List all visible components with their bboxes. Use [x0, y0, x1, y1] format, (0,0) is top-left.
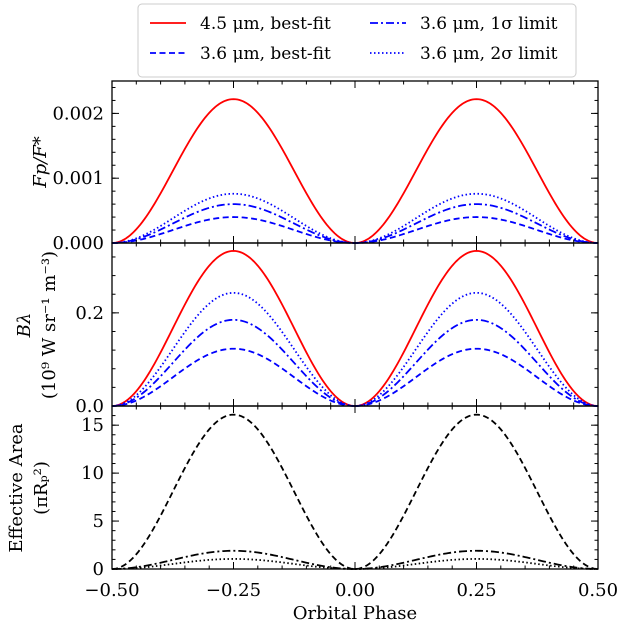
panel-1-series-0 [111, 250, 599, 407]
y-axis-label-brightness: Bλ [14, 313, 35, 339]
panels: 0.000 0.001 0.002 0.0 0.2 0 5 10 15 [52, 80, 599, 580]
panel-2-frame [111, 405, 599, 570]
panel-1-series-3 [111, 291, 599, 407]
panel-1-y-tick-label-0: 0.0 [75, 396, 104, 417]
legend-frame [137, 3, 577, 78]
panel-0-y-tick-label-2: 0.002 [52, 103, 104, 124]
x-tick-label-3: 0.25 [456, 580, 496, 601]
legend: 4.5 μm, best-fit 3.6 μm, best-fit 3.6 μm… [137, 3, 577, 78]
panel-0-series-0 [111, 98, 599, 244]
legend-label-3: 3.6 μm, 2σ limit [420, 44, 558, 64]
legend-label-2: 3.6 μm, 1σ limit [420, 14, 558, 34]
panel-1-frame [111, 242, 599, 407]
legend-label-1: 3.6 μm, best-fit [200, 44, 331, 64]
y-axis-label-flux-ratio: Fp/F* [30, 136, 51, 189]
legend-label-0: 4.5 μm, best-fit [200, 14, 331, 34]
y-axis-label-effective-area: Effective Area [6, 423, 27, 552]
x-axis-label: Orbital Phase [293, 603, 417, 624]
panel-2-series-0 [111, 413, 599, 570]
x-tick-label-4: 0.50 [578, 580, 618, 601]
y-axis-label-brightness-units: (10⁹ W sr⁻¹ m⁻³) [39, 251, 60, 399]
panel-2-y-tick-label-1: 5 [93, 511, 104, 532]
panel-2-y-tick-label-2: 10 [81, 463, 104, 484]
panel-0-frame [111, 80, 599, 244]
panel-0-y-tick-label-0: 0.000 [52, 233, 104, 254]
panel-2-y-tick-label-0: 0 [93, 559, 104, 580]
panel-0-y-tick-label-1: 0.001 [52, 168, 104, 189]
x-tick-label-0: −0.50 [84, 580, 139, 601]
panel-1-series-1 [111, 347, 599, 407]
panel-2-y-tick-label-3: 15 [81, 415, 104, 436]
x-tick-labels: −0.50 −0.25 0.00 0.25 0.50 [84, 580, 618, 601]
x-tick-label-2: 0.00 [335, 580, 375, 601]
x-tick-label-1: −0.25 [206, 580, 261, 601]
panel-1-y-tick-label-1: 0.2 [75, 303, 104, 324]
y-axis-label-effective-area-units: (πRₚ²) [31, 461, 52, 515]
